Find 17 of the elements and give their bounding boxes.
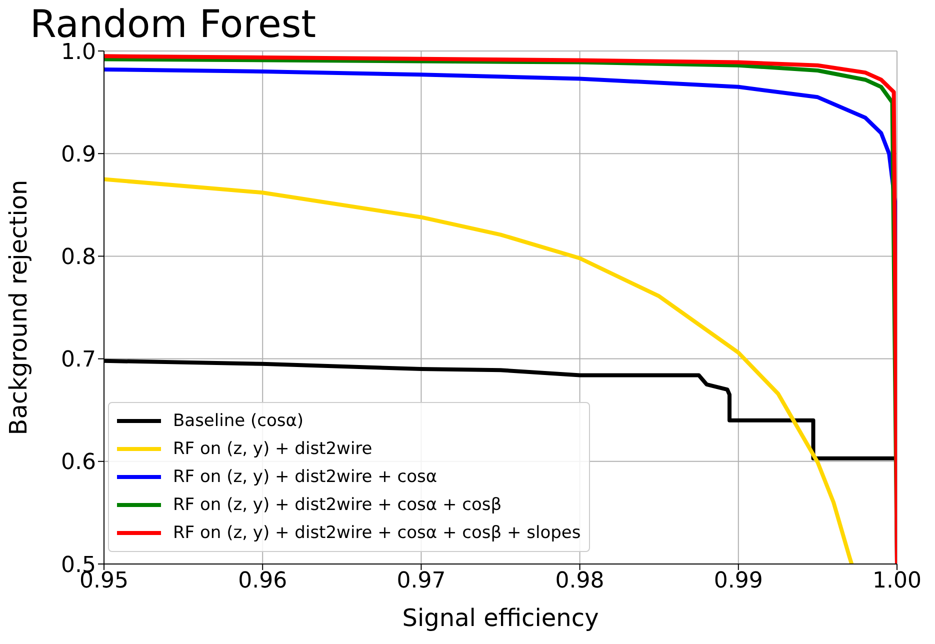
y-tick-label: 0.7 bbox=[61, 348, 96, 373]
legend-label: RF on (z, y) + dist2wire + cosα bbox=[173, 467, 438, 487]
y-tick-label: 0.6 bbox=[61, 450, 96, 476]
y-axis-title: Background rejection bbox=[4, 180, 33, 436]
x-tick-label: 0.99 bbox=[714, 568, 763, 594]
y-tick-label: 0.9 bbox=[61, 142, 96, 168]
legend-label: RF on (z, y) + dist2wire bbox=[173, 439, 372, 459]
x-tick-label: 1.00 bbox=[872, 568, 922, 594]
line-series bbox=[104, 177, 854, 564]
legend-label: Baseline (cosα) bbox=[173, 411, 304, 431]
legend-label: RF on (z, y) + dist2wire + cosα + cosβ + slopes bbox=[173, 523, 581, 543]
x-tick-label: 0.96 bbox=[238, 568, 288, 594]
legend-label: RF on (z, y) + dist2wire + cosα + cosβ bbox=[173, 495, 502, 515]
y-tick-label: 0.8 bbox=[61, 245, 96, 270]
x-axis-title: Signal efficiency bbox=[402, 604, 599, 632]
x-tick-label: 0.97 bbox=[396, 568, 446, 594]
x-tick-label: 0.98 bbox=[555, 568, 604, 594]
